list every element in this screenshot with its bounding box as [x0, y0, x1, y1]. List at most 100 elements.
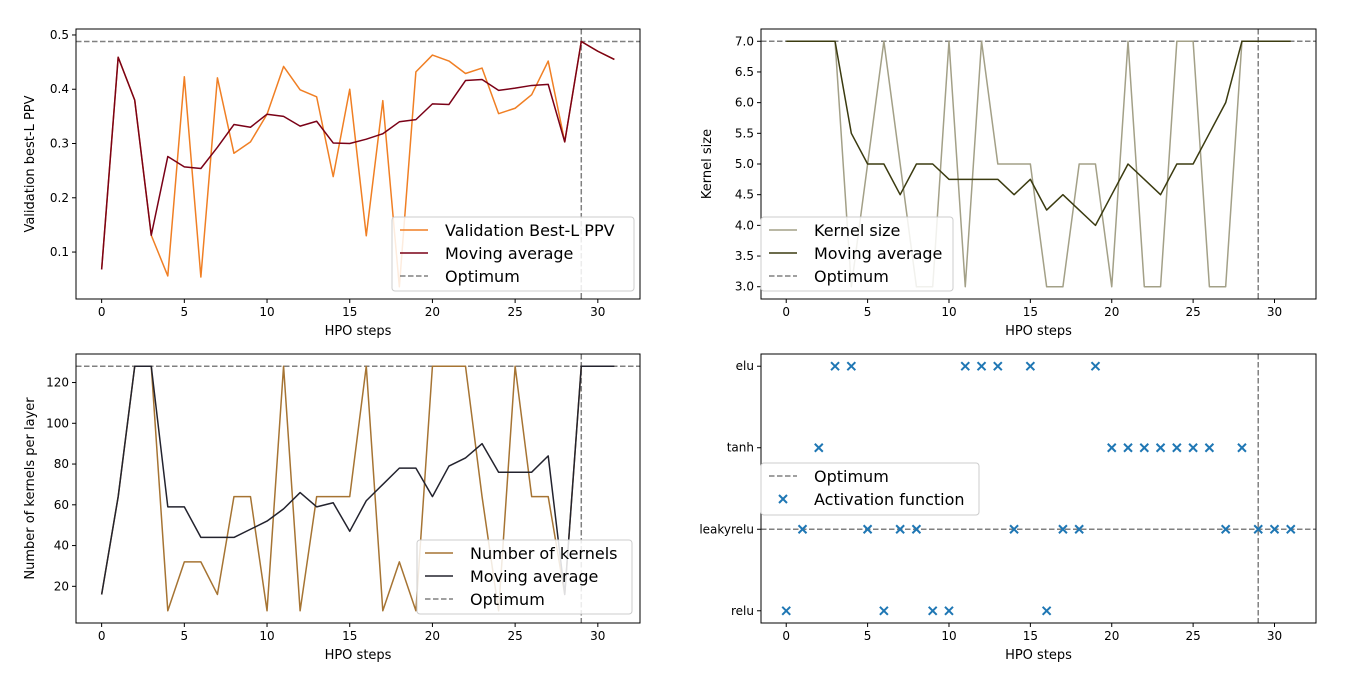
chart-kernel: 0 5 10 15 20 25 30 3.0 3.5 4.0 4.5 5.0 5.5 6.0 6.5 7.0 H…: [700, 28, 1317, 339]
legend: Kernel size Moving average Optimum: [760, 216, 954, 292]
scatter-marker: [960, 361, 970, 371]
legend-box: [416, 539, 633, 615]
x-tick-label: 15: [342, 305, 357, 319]
x-tick-label: 0: [782, 629, 790, 643]
x-tick-label: 20: [425, 629, 440, 643]
x-tick-label: 15: [1023, 629, 1038, 643]
legend-label: Optimum: [814, 467, 889, 486]
y-tick-label: 6.5: [735, 65, 754, 79]
y-tick-label: 3.0: [735, 280, 754, 294]
x-tick-label: 5: [181, 629, 189, 643]
y-tick-label: 120: [46, 376, 69, 390]
chart-ppv: 0 5 10 15 20 25 30 0.1 0.2 0.3 0.4 0.5 HPO steps Vali…: [23, 28, 641, 339]
legend: Number of kernels Moving average Optimum: [416, 539, 633, 615]
legend-label: Moving average: [445, 244, 573, 263]
scatter-marker: [976, 361, 987, 371]
x-tick-label: 5: [864, 305, 872, 319]
legend-label: Optimum: [445, 267, 520, 286]
legend: Validation Best-L PPV Moving average Optim…: [391, 216, 635, 292]
x-tick-label: 5: [864, 629, 872, 643]
legend-label: Number of kernels: [470, 544, 617, 563]
x-tick-label: 10: [941, 629, 956, 643]
x-tick-label: 5: [181, 305, 189, 319]
y-tick-label: elu: [736, 359, 754, 373]
series-line-1: [100, 365, 615, 596]
scatter-marker: [1237, 443, 1247, 453]
x-axis-label: HPO steps: [325, 648, 392, 663]
scatter-marker: [1074, 524, 1084, 534]
y-tick-label: 80: [54, 457, 69, 471]
scatter-marker: [1090, 361, 1101, 371]
y-axis-label: Validation best-L PPV: [23, 95, 38, 232]
scatter-marker: [1139, 443, 1149, 453]
scatter-marker: [895, 524, 905, 534]
y-tick-label: 0.5: [50, 28, 69, 42]
scatter-marker: [797, 524, 808, 534]
scatter-marker: [830, 361, 840, 371]
y-tick-label: 20: [54, 579, 69, 593]
legend-label: Validation Best-L PPV: [445, 221, 615, 240]
x-tick-label: 25: [507, 629, 522, 643]
y-tick-label: 60: [54, 498, 69, 512]
x-axis-label: HPO steps: [1005, 648, 1072, 663]
y-tick-label: 0.3: [50, 137, 69, 151]
scatter-marker: [911, 524, 922, 534]
scatter-marker: [1188, 443, 1198, 453]
scatter-marker: [1204, 443, 1215, 453]
x-tick-label: 30: [590, 629, 605, 643]
legend-label: Kernel size: [814, 221, 900, 240]
series-line-1: [100, 40, 615, 270]
legend-label: Optimum: [470, 590, 545, 609]
y-tick-label: 0.2: [50, 191, 69, 205]
y-axis-label: Kernel size: [700, 129, 715, 199]
scatter-marker: [1155, 443, 1166, 453]
scatter-marker: [928, 606, 938, 616]
legend-marker-handle: [778, 494, 788, 504]
plot-frame: [75, 28, 641, 300]
scatter-marker: [1058, 524, 1068, 534]
x-tick-label: 20: [425, 305, 440, 319]
y-tick-label: 5.5: [735, 126, 754, 140]
y-tick-label: leakyrelu: [699, 522, 754, 536]
x-tick-label: 20: [1104, 305, 1119, 319]
y-tick-label: 6.0: [735, 96, 754, 110]
x-tick-label: 30: [590, 305, 605, 319]
y-tick-label: 0.1: [50, 245, 69, 259]
legend-label: Moving average: [814, 244, 942, 263]
x-tick-label: 30: [1267, 305, 1282, 319]
y-tick-label: 40: [54, 539, 69, 553]
series-line-0: [100, 40, 615, 288]
y-tick-label: 5.0: [735, 157, 754, 171]
plot-content: [761, 354, 1316, 623]
plot-content: [761, 29, 1316, 299]
x-tick-label: 10: [259, 629, 274, 643]
x-tick-label: 10: [941, 305, 956, 319]
y-tick-label: 0.4: [50, 82, 69, 96]
scatter-marker: [1269, 524, 1280, 534]
x-axis-label: HPO steps: [325, 324, 392, 339]
scatter-marker: [862, 524, 873, 534]
legend-label: Activation function: [814, 490, 965, 509]
y-axis-label: Number of kernels per layer: [23, 397, 38, 580]
scatter-marker: [1009, 524, 1019, 534]
x-tick-label: 30: [1267, 629, 1282, 643]
x-tick-label: 0: [98, 629, 106, 643]
x-tick-label: 20: [1104, 629, 1119, 643]
x-tick-label: 15: [342, 629, 357, 643]
x-tick-label: 25: [1185, 629, 1200, 643]
legend-box: [391, 216, 635, 292]
series-line-0: [786, 40, 1291, 288]
y-tick-label: 100: [46, 416, 69, 430]
x-tick-label: 0: [782, 305, 790, 319]
y-tick-label: 4.5: [735, 188, 754, 202]
scatter-marker: [1123, 443, 1133, 453]
chart-activation: 0 5 10 15 20 25 30 relu leakyrelu tanh elu HPO step…: [699, 353, 1317, 663]
scatter-marker: [814, 443, 824, 453]
scatter-marker: [1025, 361, 1036, 371]
scatter-marker: [879, 606, 889, 616]
scatter-marker: [1220, 524, 1231, 534]
legend-label: Optimum: [814, 267, 889, 286]
x-tick-label: 25: [1185, 305, 1200, 319]
scatter-marker: [846, 361, 857, 371]
